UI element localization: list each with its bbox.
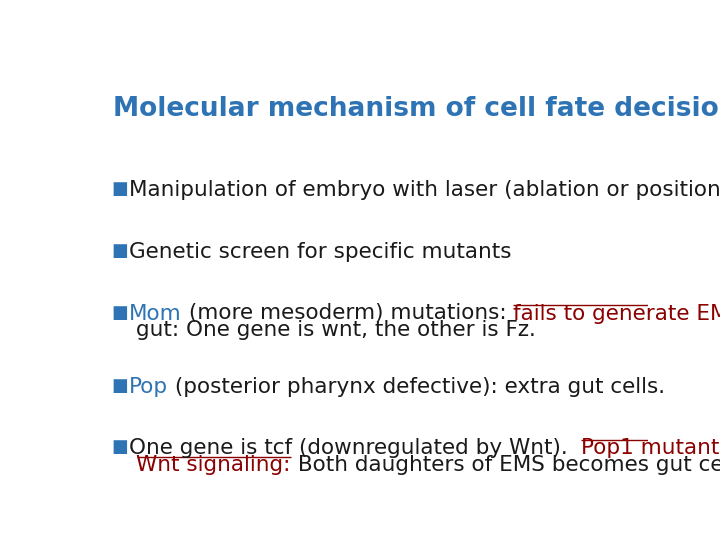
Text: ■: ■ xyxy=(112,242,128,260)
Text: Wnt signaling:: Wnt signaling: xyxy=(137,455,291,475)
Text: ■: ■ xyxy=(112,303,128,321)
Text: (more mesoderm) mutations:: (more mesoderm) mutations: xyxy=(181,303,513,323)
Text: Both daughters of EMS becomes gut cells.: Both daughters of EMS becomes gut cells. xyxy=(291,455,720,475)
Text: fails to generate EMS: fails to generate EMS xyxy=(513,303,720,323)
Text: One gene is tcf (downregulated by Wnt).: One gene is tcf (downregulated by Wnt). xyxy=(129,438,581,458)
Text: Manipulation of embryo with laser (ablation or position change): Manipulation of embryo with laser (ablat… xyxy=(129,180,720,200)
Text: ■: ■ xyxy=(112,438,128,456)
Text: Genetic screen for specific mutants: Genetic screen for specific mutants xyxy=(129,242,511,262)
Text: Pop1 mutants have more: Pop1 mutants have more xyxy=(581,438,720,458)
Text: ■: ■ xyxy=(112,377,128,395)
Text: gut: One gene is wnt, the other is Fz.: gut: One gene is wnt, the other is Fz. xyxy=(137,320,536,340)
Text: Molecular mechanism of cell fate decision: Molecular mechanism of cell fate decisio… xyxy=(113,96,720,122)
Text: ■: ■ xyxy=(112,180,128,198)
Text: Mom: Mom xyxy=(129,303,181,323)
Text: (posterior pharynx defective): extra gut cells.: (posterior pharynx defective): extra gut… xyxy=(168,377,665,397)
Text: Pop: Pop xyxy=(129,377,168,397)
